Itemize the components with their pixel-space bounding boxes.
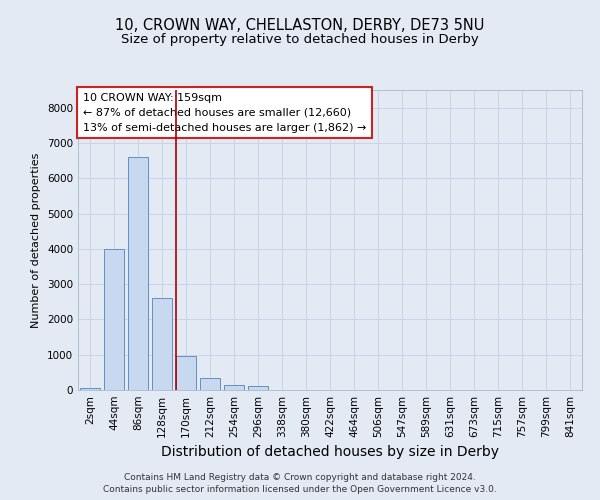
Bar [248, 386, 268, 390]
Text: Size of property relative to detached houses in Derby: Size of property relative to detached ho… [121, 32, 479, 46]
Text: Contains public sector information licensed under the Open Government Licence v3: Contains public sector information licen… [103, 485, 497, 494]
Text: 10, CROWN WAY, CHELLASTON, DERBY, DE73 5NU: 10, CROWN WAY, CHELLASTON, DERBY, DE73 5… [115, 18, 485, 32]
Text: Contains HM Land Registry data © Crown copyright and database right 2024.: Contains HM Land Registry data © Crown c… [124, 472, 476, 482]
Bar [224, 386, 244, 390]
Bar [104, 249, 124, 390]
Bar [128, 157, 148, 390]
Bar [200, 378, 220, 390]
Bar [152, 298, 172, 390]
X-axis label: Distribution of detached houses by size in Derby: Distribution of detached houses by size … [161, 446, 499, 460]
Text: 10 CROWN WAY: 159sqm
← 87% of detached houses are smaller (12,660)
13% of semi-d: 10 CROWN WAY: 159sqm ← 87% of detached h… [83, 93, 367, 132]
Bar [176, 356, 196, 390]
Bar [80, 388, 100, 390]
Y-axis label: Number of detached properties: Number of detached properties [31, 152, 41, 328]
